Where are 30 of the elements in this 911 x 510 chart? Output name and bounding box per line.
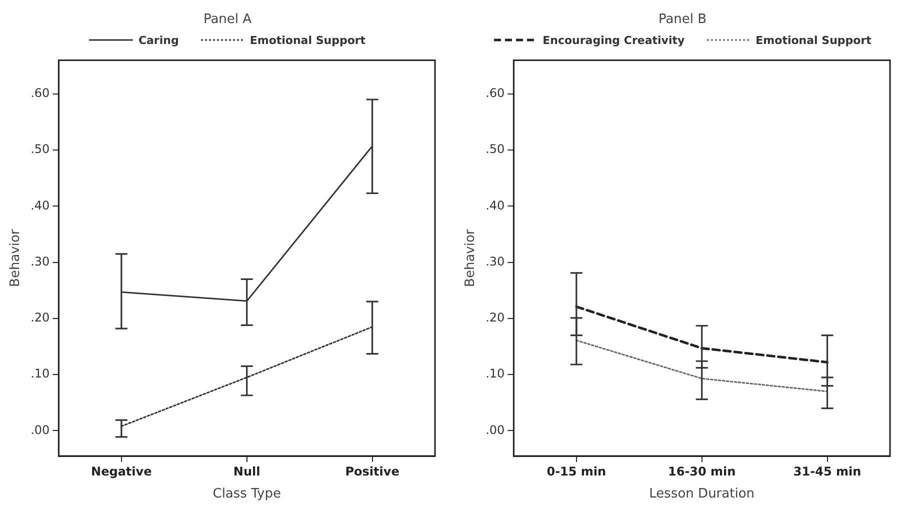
x-tick-label: 16-30 min	[668, 464, 736, 478]
x-tick-label: Positive	[345, 464, 400, 478]
legend-label: Emotional Support	[250, 34, 366, 46]
y-axis-title: Behavior	[463, 228, 478, 287]
x-tick-label: 0-15 min	[546, 464, 606, 478]
y-tick-label: .50	[486, 142, 505, 156]
y-tick-label: .40	[30, 198, 50, 212]
legend-label: Emotional Support	[756, 34, 872, 46]
y-tick-label: .50	[30, 142, 50, 156]
y-tick-label: .00	[30, 422, 50, 437]
y-tick-label: .40	[486, 198, 505, 212]
legend-label: Encouraging Creativity	[542, 34, 685, 46]
y-tick-label: .30	[486, 254, 505, 268]
x-tick-label: 31-45 min	[793, 464, 862, 478]
y-tick-label: .60	[486, 86, 505, 100]
x-axis-title: Class Type	[212, 486, 281, 502]
x-tick-label: Null	[233, 464, 260, 478]
y-tick-label: .20	[30, 310, 50, 325]
x-axis-title: Lesson Duration	[649, 486, 755, 502]
y-tick-label: .10	[30, 366, 50, 381]
x-tick-label: Negative	[91, 464, 152, 478]
legend-label: Caring	[138, 34, 179, 46]
y-tick-label: .30	[30, 254, 50, 268]
y-tick-label: .60	[30, 86, 50, 100]
y-axis-title: Behavior	[8, 228, 24, 287]
chart-title: Panel B	[657, 12, 708, 29]
chart-title: Panel A	[202, 12, 253, 29]
y-tick-label: .10	[486, 366, 505, 381]
y-tick-label: .20	[486, 310, 505, 325]
y-tick-label: .00	[486, 422, 505, 437]
